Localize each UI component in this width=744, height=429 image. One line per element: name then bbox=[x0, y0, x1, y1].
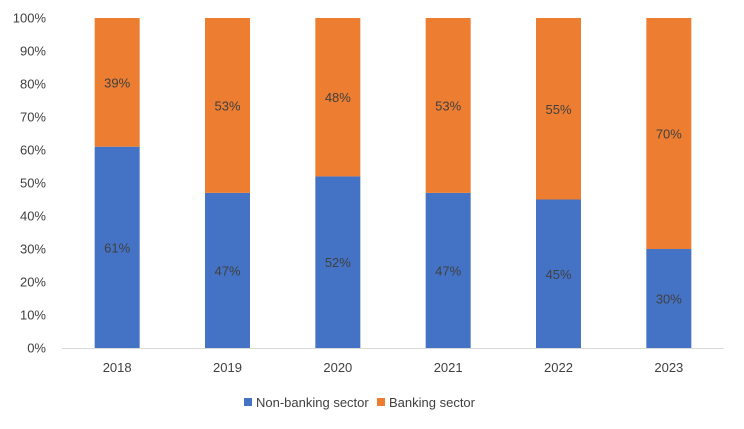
bar-non-banking-sector-2023 bbox=[646, 249, 692, 348]
data-label-banking-sector-2019: 53% bbox=[214, 98, 240, 113]
data-label-banking-sector-2023: 70% bbox=[656, 127, 682, 142]
bar-banking-sector-2022 bbox=[536, 18, 581, 200]
y-tick-label: 80% bbox=[20, 77, 46, 92]
bar-non-banking-sector-2019 bbox=[205, 192, 250, 348]
legend-label-non-banking-sector: Non-banking sector bbox=[256, 395, 369, 410]
x-tick-label-2020: 2020 bbox=[323, 360, 352, 375]
y-tick-label: 10% bbox=[20, 308, 46, 323]
y-tick-label: 70% bbox=[20, 110, 46, 125]
data-label-banking-sector-2020: 48% bbox=[325, 90, 351, 105]
data-label-non-banking-sector-2022: 45% bbox=[545, 267, 571, 282]
bar-banking-sector-2018 bbox=[94, 18, 140, 147]
y-tick-label: 40% bbox=[20, 209, 46, 224]
x-axis-ticks: 2018 2019 2020 2021 2022 2023 bbox=[103, 360, 684, 375]
x-tick-label-2022: 2022 bbox=[544, 360, 573, 375]
y-tick-label: 90% bbox=[20, 44, 46, 59]
data-label-banking-sector-2021: 53% bbox=[435, 98, 461, 113]
data-labels-group: 61% 39% 47% 53% 52% 48% 47% 53% 45% 55% 30% 70% bbox=[104, 75, 682, 306]
bar-non-banking-sector-2018 bbox=[94, 146, 140, 348]
y-tick-label: 100% bbox=[13, 11, 47, 26]
bar-banking-sector-2020 bbox=[315, 18, 361, 177]
y-tick-label: 30% bbox=[20, 242, 46, 257]
legend-label-banking-sector: Banking sector bbox=[389, 395, 476, 410]
data-label-banking-sector-2018: 39% bbox=[104, 75, 130, 90]
bar-non-banking-sector-2021 bbox=[425, 192, 471, 348]
legend-swatch-banking-sector bbox=[377, 398, 385, 406]
data-label-non-banking-sector-2019: 47% bbox=[214, 263, 240, 278]
x-tick-label-2023: 2023 bbox=[654, 360, 683, 375]
y-tick-label: 50% bbox=[20, 176, 46, 191]
legend-swatch-non-banking-sector bbox=[244, 398, 252, 406]
data-label-non-banking-sector-2021: 47% bbox=[435, 263, 461, 278]
bar-banking-sector-2023 bbox=[646, 18, 692, 249]
data-label-non-banking-sector-2023: 30% bbox=[656, 292, 682, 307]
x-tick-label-2021: 2021 bbox=[434, 360, 463, 375]
data-label-banking-sector-2022: 55% bbox=[545, 102, 571, 117]
y-axis-ticks: 0% 10% 20% 30% 40% 50% 60% 70% 80% 90% 100% bbox=[13, 11, 47, 356]
data-label-non-banking-sector-2018: 61% bbox=[104, 240, 130, 255]
data-label-non-banking-sector-2020: 52% bbox=[325, 255, 351, 270]
y-tick-label: 20% bbox=[20, 275, 46, 290]
bar-non-banking-sector-2020 bbox=[315, 176, 361, 348]
x-tick-label-2019: 2019 bbox=[213, 360, 242, 375]
legend: Non-banking sector Banking sector bbox=[244, 395, 476, 410]
bar-banking-sector-2019 bbox=[205, 18, 250, 193]
bars-group bbox=[94, 18, 692, 348]
bar-banking-sector-2021 bbox=[425, 18, 471, 193]
y-tick-label: 60% bbox=[20, 143, 46, 158]
bar-non-banking-sector-2022 bbox=[536, 199, 581, 348]
x-tick-label-2018: 2018 bbox=[103, 360, 132, 375]
y-tick-label: 0% bbox=[27, 341, 46, 356]
